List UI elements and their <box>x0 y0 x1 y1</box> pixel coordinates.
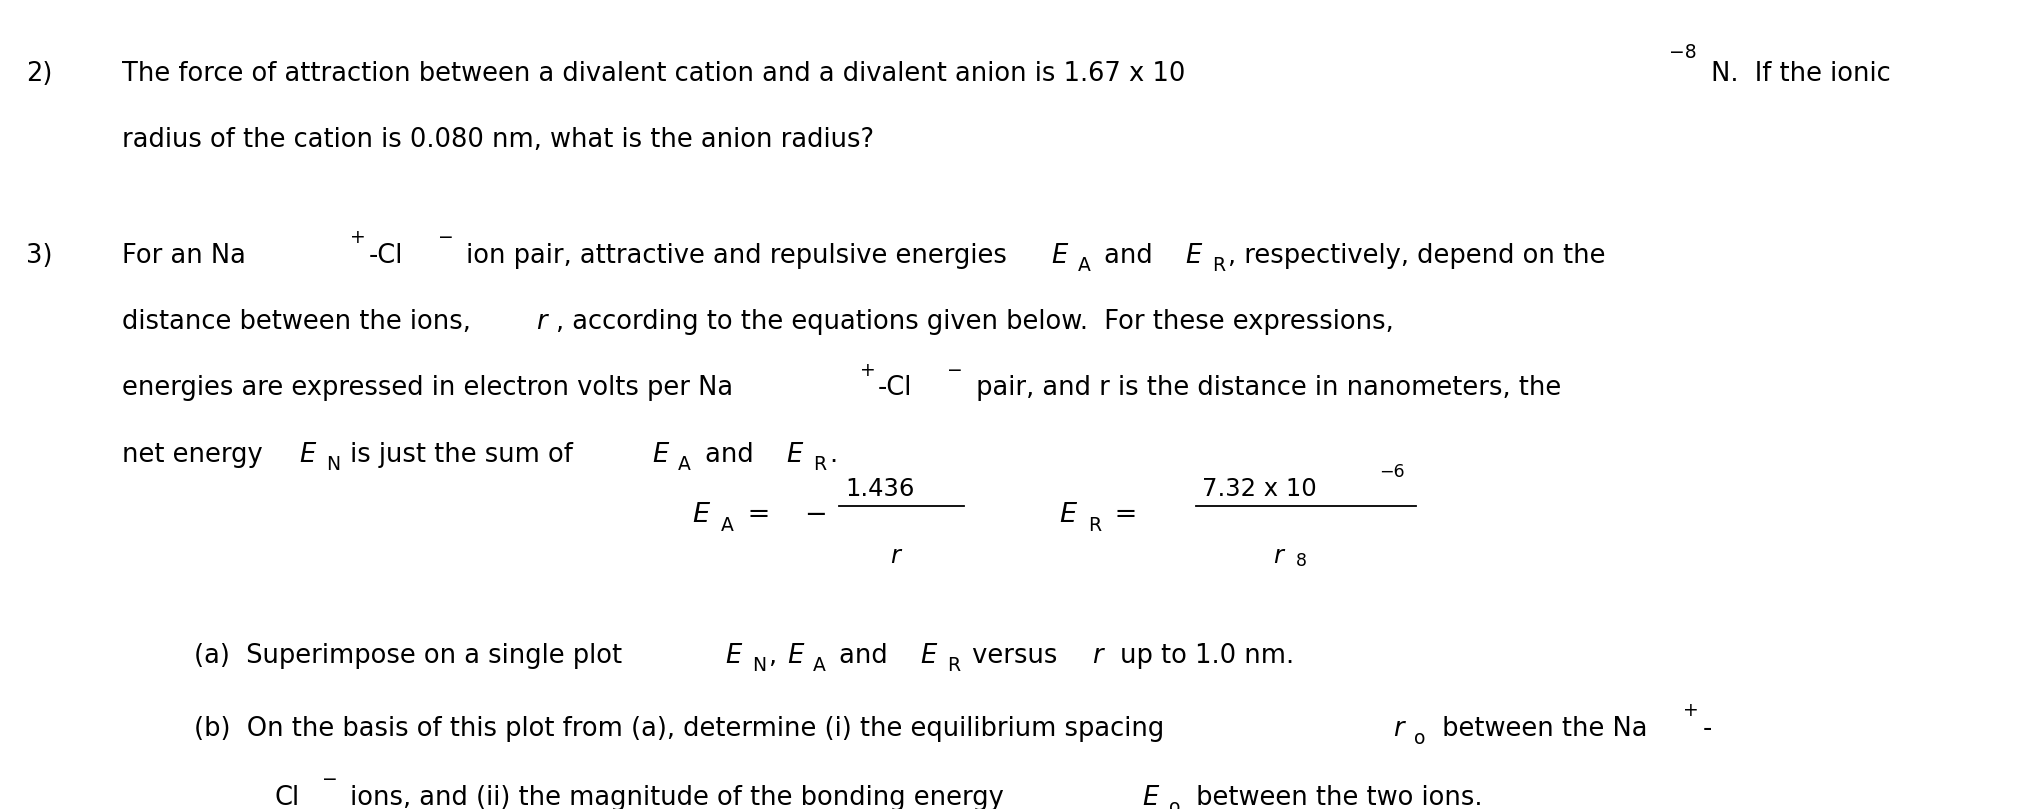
Text: E: E <box>652 442 668 468</box>
Text: E: E <box>786 442 803 468</box>
Text: +: + <box>350 228 367 247</box>
Text: E: E <box>921 643 937 669</box>
Text: r: r <box>536 309 546 335</box>
Text: 2): 2) <box>26 61 53 87</box>
Text: E: E <box>725 643 741 669</box>
Text: +: + <box>1683 701 1699 720</box>
Text: net energy: net energy <box>122 442 271 468</box>
Text: R: R <box>813 455 825 473</box>
Text: pair, and r is the distance in nanometers, the: pair, and r is the distance in nanometer… <box>968 375 1560 401</box>
Text: N.  If the ionic: N. If the ionic <box>1703 61 1890 87</box>
Text: −6: −6 <box>1379 463 1406 481</box>
Text: A: A <box>813 656 825 675</box>
Text: 1.436: 1.436 <box>845 477 915 502</box>
Text: Cl: Cl <box>275 785 299 809</box>
Text: , according to the equations given below.  For these expressions,: , according to the equations given below… <box>556 309 1393 335</box>
Text: E: E <box>299 442 316 468</box>
Text: A: A <box>1078 256 1090 274</box>
Text: =: = <box>1106 502 1147 527</box>
Text: ions, and (ii) the magnitude of the bonding energy: ions, and (ii) the magnitude of the bond… <box>342 785 1012 809</box>
Text: −8: −8 <box>1670 43 1697 61</box>
Text: −: − <box>805 502 827 527</box>
Text: 7.32 x 10: 7.32 x 10 <box>1202 477 1316 502</box>
Text: +: + <box>860 361 876 379</box>
Text: R: R <box>1212 256 1224 274</box>
Text: is just the sum of: is just the sum of <box>342 442 581 468</box>
Text: E: E <box>1059 502 1076 527</box>
Text: A: A <box>721 516 733 535</box>
Text: distance between the ions,: distance between the ions, <box>122 309 479 335</box>
Text: (b)  On the basis of this plot from (a), determine (i) the equilibrium spacing: (b) On the basis of this plot from (a), … <box>194 716 1171 742</box>
Text: between the Na: between the Na <box>1434 716 1648 742</box>
Text: (a)  Superimpose on a single plot: (a) Superimpose on a single plot <box>194 643 629 669</box>
Text: ,: , <box>768 643 776 669</box>
Text: r: r <box>1393 716 1403 742</box>
Text: 3): 3) <box>26 243 53 269</box>
Text: .: . <box>829 442 837 468</box>
Text: , respectively, depend on the: , respectively, depend on the <box>1228 243 1605 269</box>
Text: and: and <box>831 643 896 669</box>
Text: ion pair, attractive and repulsive energies: ion pair, attractive and repulsive energ… <box>458 243 1014 269</box>
Text: For an Na: For an Na <box>122 243 246 269</box>
Text: -Cl: -Cl <box>878 375 913 401</box>
Text: and: and <box>697 442 762 468</box>
Text: E: E <box>693 502 709 527</box>
Text: -: - <box>1703 716 1713 742</box>
Text: =: = <box>739 502 780 527</box>
Text: −: − <box>322 770 338 789</box>
Text: E: E <box>1143 785 1159 809</box>
Text: o: o <box>1414 729 1426 748</box>
Text: r: r <box>890 544 900 569</box>
Text: energies are expressed in electron volts per Na: energies are expressed in electron volts… <box>122 375 733 401</box>
Text: −: − <box>438 228 454 247</box>
Text: r: r <box>1273 544 1283 569</box>
Text: N: N <box>326 455 340 473</box>
Text: between the two ions.: between the two ions. <box>1188 785 1483 809</box>
Text: A: A <box>678 455 691 473</box>
Text: R: R <box>1088 516 1100 535</box>
Text: −: − <box>947 361 964 379</box>
Text: r: r <box>1092 643 1102 669</box>
Text: and: and <box>1096 243 1161 269</box>
Text: E: E <box>1186 243 1202 269</box>
Text: The force of attraction between a divalent cation and a divalent anion is 1.67 x: The force of attraction between a divale… <box>122 61 1186 87</box>
Text: versus: versus <box>964 643 1065 669</box>
Text: up to 1.0 nm.: up to 1.0 nm. <box>1112 643 1293 669</box>
Text: R: R <box>947 656 959 675</box>
Text: N: N <box>752 656 766 675</box>
Text: E: E <box>1051 243 1067 269</box>
Text: 8: 8 <box>1296 552 1306 570</box>
Text: radius of the cation is 0.080 nm, what is the anion radius?: radius of the cation is 0.080 nm, what i… <box>122 127 874 153</box>
Text: o: o <box>1169 798 1181 809</box>
Text: -Cl: -Cl <box>369 243 403 269</box>
Text: E: E <box>780 643 805 669</box>
